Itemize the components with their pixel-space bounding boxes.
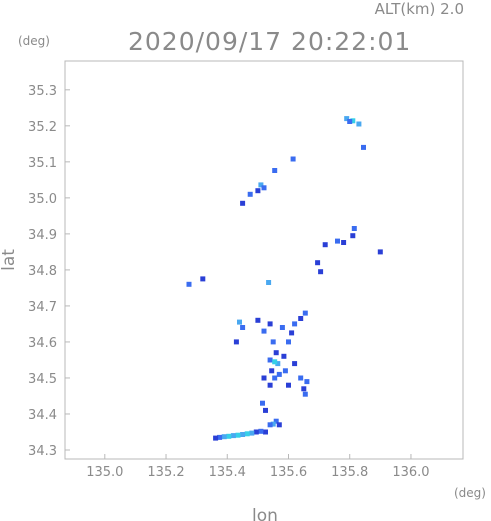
y-axis-label: lat: [0, 249, 19, 271]
echo-cell: [270, 421, 276, 427]
x-tick-label: 135.6: [270, 465, 307, 480]
echo-cell: [292, 321, 298, 327]
x-axis-label: lon: [252, 506, 278, 521]
echo-cell: [276, 422, 282, 428]
echo-cell: [240, 432, 246, 437]
echo-cell: [267, 357, 273, 363]
y-tick-label: 35.0: [28, 192, 57, 207]
y-tick-label: 34.5: [28, 372, 57, 387]
y-tick-label: 35.3: [28, 84, 57, 99]
echo-cell: [269, 368, 275, 374]
y-tick-label: 34.9: [28, 228, 57, 243]
echo-cell: [260, 400, 265, 406]
x-tick-label: 135.4: [209, 465, 246, 480]
echo-cell: [272, 168, 278, 173]
echo-cell: [240, 325, 246, 330]
echo-cell: [322, 242, 328, 248]
x-tick-label: 135.0: [86, 465, 123, 480]
echo-cell: [267, 382, 273, 388]
echo-cell: [289, 330, 295, 336]
echo-cell: [261, 328, 267, 334]
echo-cell: [302, 310, 308, 316]
echo-cell: [261, 185, 267, 191]
echo-cell: [286, 339, 291, 345]
echo-cell: [279, 325, 285, 330]
echo-cell: [263, 429, 268, 435]
echo-cell: [275, 361, 281, 367]
echo-cell: [258, 182, 264, 188]
y-tick-label: 34.8: [28, 264, 57, 279]
echo-cell: [347, 119, 353, 124]
echo-cell: [226, 433, 232, 439]
echo-cell: [335, 238, 340, 244]
echo-cell: [302, 391, 308, 397]
echo-cell: [301, 386, 307, 392]
x-tick-label: 135.8: [331, 465, 368, 480]
echo-cell: [249, 430, 255, 436]
x-unit-label: (deg): [454, 486, 486, 500]
echo-cell: [253, 429, 259, 435]
echo-cell: [344, 116, 350, 122]
echo-cell: [350, 118, 356, 124]
echo-cell: [221, 434, 227, 440]
echo-cell: [276, 371, 282, 377]
echo-cell: [341, 240, 347, 245]
echo-cell: [267, 422, 273, 428]
echo-cell: [272, 359, 278, 365]
echo-cell: [255, 188, 261, 194]
echo-cell: [351, 226, 357, 231]
echo-cell: [270, 339, 276, 345]
echo-cell: [267, 321, 273, 327]
echo-cell: [247, 191, 253, 197]
y-tick-label: 35.1: [28, 156, 57, 171]
echo-cell: [298, 375, 304, 381]
y-tick-label: 35.2: [28, 120, 57, 135]
echo-cell: [186, 281, 192, 287]
altitude-label: ALT(km) 2.0: [375, 0, 464, 18]
echo-cell: [213, 435, 219, 441]
echo-cell: [292, 361, 298, 367]
echo-cells: [186, 116, 383, 441]
echo-cell: [304, 379, 310, 385]
echo-cell: [200, 276, 206, 282]
echo-cell: [377, 249, 383, 255]
echo-cell: [237, 319, 242, 325]
echo-cell: [217, 434, 223, 440]
echo-cell: [258, 428, 264, 434]
y-unit-label: (deg): [18, 34, 50, 48]
echo-cell: [286, 382, 291, 388]
echo-cell: [281, 353, 287, 359]
echo-cell: [261, 375, 267, 381]
chart-title: 2020/09/17 20:22:01: [128, 27, 411, 56]
echo-cell: [233, 339, 239, 345]
echo-cell: [298, 316, 304, 321]
y-tick-label: 34.7: [28, 300, 57, 315]
echo-cell: [263, 407, 268, 413]
echo-cell: [318, 269, 324, 275]
echo-cell: [266, 280, 272, 285]
echo-cell: [235, 432, 241, 438]
echo-cell: [255, 317, 261, 323]
y-axis-ticks: 34.3 34.4 34.5 34.6 34.7 34.8 34.9 35.0 35.1 35.2…: [28, 84, 70, 459]
echo-cell: [273, 418, 279, 424]
echo-cell: [230, 433, 236, 439]
echo-cell: [273, 350, 279, 356]
echo-cell: [240, 200, 246, 206]
echo-cell: [244, 431, 250, 437]
echo-cell: [290, 156, 296, 162]
echo-cell: [282, 368, 288, 374]
echo-cell: [272, 375, 278, 381]
y-tick-label: 34.4: [28, 408, 57, 423]
echo-cell: [315, 260, 321, 266]
echo-cell: [361, 144, 366, 150]
x-tick-label: 136.0: [392, 465, 429, 480]
x-tick-label: 135.2: [147, 465, 184, 480]
echo-cell: [356, 121, 362, 127]
x-axis-ticks: 135.0 135.2 135.4 135.6 135.8 136.0: [86, 454, 430, 480]
y-tick-label: 34.3: [28, 444, 57, 459]
echo-cell: [350, 233, 356, 239]
plot-frame: [64, 60, 464, 460]
y-tick-label: 34.6: [28, 336, 57, 351]
